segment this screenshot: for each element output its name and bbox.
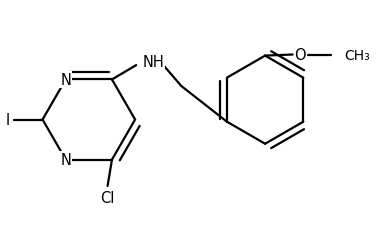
Text: O: O: [295, 48, 306, 63]
Text: Cl: Cl: [100, 190, 115, 205]
Text: CH₃: CH₃: [344, 48, 370, 62]
Text: NH: NH: [143, 55, 164, 70]
Text: I: I: [5, 112, 9, 128]
Text: N: N: [60, 73, 71, 87]
Text: N: N: [60, 153, 71, 167]
